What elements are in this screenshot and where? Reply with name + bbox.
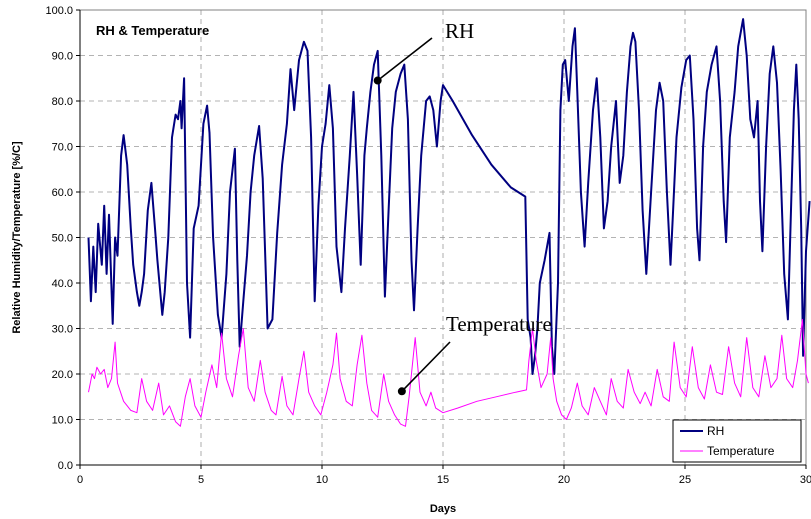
- y-tick-label: 70.0: [52, 142, 73, 154]
- legend: RH Temperature: [672, 419, 802, 463]
- y-tick-label: 90.0: [52, 51, 73, 63]
- legend-label-temperature: Temperature: [707, 444, 775, 458]
- x-tick-label: 15: [437, 474, 449, 486]
- y-tick-label: 60.0: [52, 187, 73, 199]
- annotation-label: Temperature: [446, 312, 552, 336]
- y-tick-label: 100.0: [45, 5, 73, 17]
- y-tick-label: 30.0: [52, 324, 73, 336]
- x-tick-label: 10: [316, 474, 328, 486]
- annotation-marker: [397, 387, 406, 396]
- grid: [80, 9, 806, 465]
- y-tick-label: 50.0: [52, 233, 73, 245]
- x-tick-label: 30: [800, 474, 811, 486]
- y-tick-label: 20.0: [52, 369, 73, 381]
- annotation-leader: [377, 37, 433, 82]
- annotation-label: RH: [445, 19, 474, 43]
- series-layer: [87, 18, 811, 427]
- annotations: RH Temperature: [373, 19, 552, 396]
- series-line-temperature: [88, 318, 809, 427]
- x-tick-label: 0: [77, 474, 83, 486]
- y-tick-label: 80.0: [52, 96, 73, 108]
- x-tick-label: 25: [679, 474, 691, 486]
- chart-title: RH & Temperature: [96, 23, 209, 38]
- y-tick-label: 0.0: [58, 460, 73, 472]
- y-tick-label: 40.0: [52, 278, 73, 290]
- legend-label-rh: RH: [707, 424, 724, 438]
- y-axis-ticks: 0.0 10.0 20.0 30.0 40.0 50.0 60.0 70.0 80.0 90.0 1…: [45, 5, 80, 472]
- series-line-rh: [87, 18, 811, 375]
- y-tick-label: 10.0: [52, 415, 73, 427]
- x-axis-title: Days: [430, 503, 456, 515]
- x-tick-label: 5: [198, 474, 204, 486]
- annotation-marker: [373, 76, 382, 85]
- x-tick-label: 20: [558, 474, 570, 486]
- x-axis-ticks: 0 5 10 15 20 25 30: [77, 465, 811, 486]
- legend-box: [672, 419, 802, 463]
- y-axis-title: Relative Humidity/Temperature [%/C]: [11, 141, 23, 334]
- annotation-leader: [401, 341, 451, 392]
